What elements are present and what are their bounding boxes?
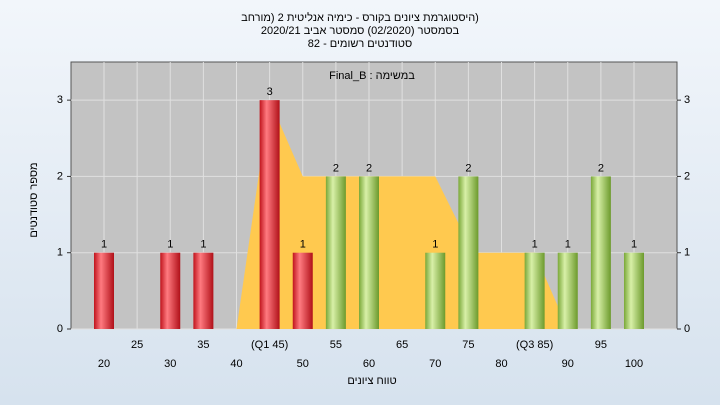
y-tick-label: 2 [684, 170, 690, 182]
annotation: במשימה : Final_B [329, 70, 415, 82]
y-tick-label: 1 [684, 247, 690, 259]
x-tick-label: 90 [562, 358, 574, 370]
data-label: 1 [101, 239, 107, 251]
x-tick-label: 20 [98, 358, 110, 370]
y-axis-label: מספר סטודנטים [28, 162, 40, 237]
bar [524, 252, 545, 329]
bar [94, 252, 114, 329]
x-tick-label: (Q1 45) [251, 339, 288, 351]
data-label: 2 [465, 162, 471, 174]
data-label: 1 [200, 239, 206, 251]
x-tick-label: 65 [396, 339, 408, 351]
x-tick-label: 55 [330, 339, 342, 351]
x-tick-label: 35 [197, 339, 209, 351]
chart-subtitle: סטודנטים רשומים - 82 [308, 38, 412, 50]
bar [359, 176, 379, 329]
x-tick-label: 70 [429, 358, 441, 370]
y-tick-label: 3 [684, 94, 690, 106]
x-tick-label: 25 [131, 339, 143, 351]
data-label: 1 [432, 239, 438, 251]
x-axis-label: טווח ציונים [347, 375, 396, 387]
y-tick-label: 3 [57, 94, 63, 106]
y-tick-label: 0 [684, 323, 690, 335]
data-label: 1 [565, 239, 571, 251]
data-label: 1 [300, 239, 306, 251]
x-tick-label: 40 [230, 358, 242, 370]
x-tick-label: 60 [363, 358, 375, 370]
area [236, 100, 568, 330]
bar [425, 252, 446, 329]
data-label: 1 [167, 239, 173, 251]
bar [624, 252, 644, 329]
x-tick-label: 75 [462, 339, 474, 351]
x-tick-label: 50 [297, 358, 309, 370]
bar [160, 252, 181, 329]
bar [292, 252, 313, 329]
x-tick-label: 80 [495, 358, 507, 370]
bar [557, 252, 578, 329]
x-tick-label: 95 [595, 339, 607, 351]
x-tick-label: 30 [164, 358, 176, 370]
data-label: 1 [532, 239, 538, 251]
chart-title: (היסטוגרמת ציונים בקורס - כימיה אנליטית … [241, 11, 479, 24]
data-label: 3 [267, 86, 273, 98]
bar [458, 176, 479, 329]
y-tick-label: 1 [57, 247, 63, 259]
y-tick-label: 2 [57, 170, 63, 182]
data-label: 2 [366, 162, 372, 174]
x-tick-label: 100 [625, 358, 643, 370]
bar [259, 100, 280, 330]
x-tick-label: (Q3 85) [516, 339, 553, 351]
data-label: 2 [333, 162, 339, 174]
y-tick-label: 0 [57, 323, 63, 335]
plot: 0 0 1 1 2 2 3 3 20 1 25 30 1 35 1 40 (Q1 45) 3 50 1 55 2 60 2 65… [57, 62, 690, 370]
data-label: 2 [598, 162, 604, 174]
chart-subtitle: בסמסטר (02/2020) סמסטר אביב 2020/21 [261, 25, 460, 37]
bar [193, 252, 214, 329]
bar [590, 176, 611, 329]
data-label: 1 [631, 239, 637, 251]
bar [325, 176, 346, 329]
